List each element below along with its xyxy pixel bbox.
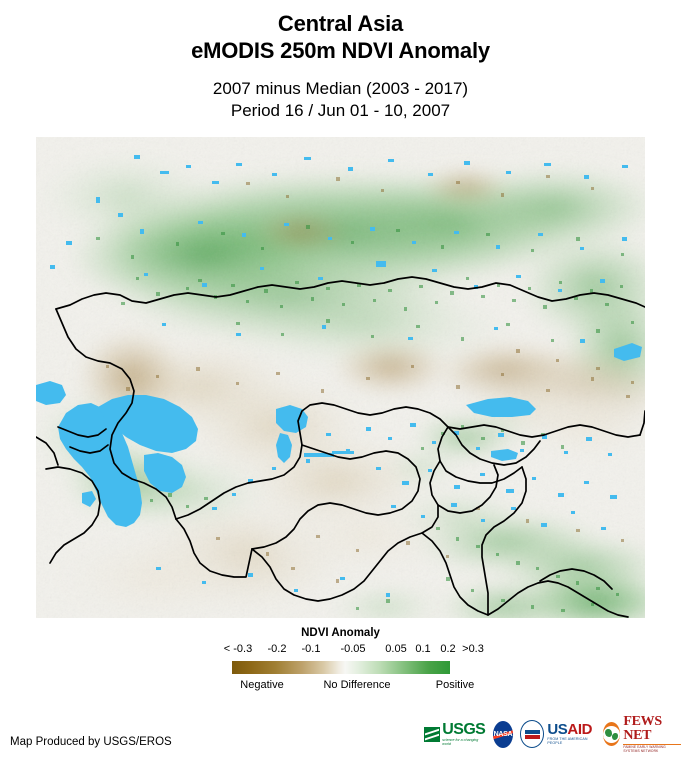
map-legend: NDVI Anomaly < -0.3 -0.2 -0.1 -0.05 0.05… — [0, 626, 681, 691]
rivers-and-reservoirs — [50, 155, 628, 343]
title-line-1: Central Asia — [277, 11, 404, 36]
subtitle-line-2: Period 16 / Jun 01 - 10, 2007 — [230, 101, 451, 120]
country-borders — [36, 276, 645, 618]
legend-tick-1: -0.2 — [267, 643, 287, 655]
legend-tick-0: < -0.3 — [223, 643, 253, 655]
border-caucasus — [57, 426, 107, 438]
fews-net-logo: FEWS NET FAMINE EARLY WARNING SYSTEMS NE… — [602, 714, 681, 753]
legend-tick-labels: < -0.3 -0.2 -0.1 -0.05 0.05 0.1 0.2 >0.3 — [0, 642, 681, 657]
usgs-wordmark: USGS — [442, 720, 486, 738]
border-kazakhstan-kyrgyzstan — [447, 424, 641, 438]
legend-title: NDVI Anomaly — [301, 627, 380, 639]
usaid-seal-blue-bar — [524, 729, 540, 734]
border-turkmenistan — [175, 518, 253, 578]
caspian-sea-north — [98, 395, 198, 453]
legend-category-no-difference: No Difference — [323, 679, 391, 691]
usaid-tagline: FROM THE AMERICAN PEOPLE — [547, 737, 588, 745]
legend-tick-3: -0.05 — [340, 643, 366, 655]
border-tajikistan — [429, 460, 499, 514]
usaid-word-us: US — [547, 721, 568, 739]
border-russia-kazakhstan — [55, 276, 645, 310]
black-sea — [36, 381, 66, 405]
page-subtitle: 2007 minus Median (2003 - 2017) Period 1… — [0, 78, 681, 122]
border-kyrgyzstan-south — [437, 426, 523, 484]
water-bodies — [36, 155, 642, 597]
nasa-wordmark: NASA — [493, 730, 513, 738]
legend-tick-6: 0.2 — [440, 643, 456, 655]
legend-tick-2: -0.1 — [301, 643, 321, 655]
usaid-word-aid: AID — [567, 721, 593, 739]
legend-category-negative: Negative — [240, 679, 284, 691]
subtitle-line-1: 2007 minus Median (2003 - 2017) — [212, 79, 469, 98]
border-afghanistan — [251, 504, 439, 602]
pixel-noise-coarse — [36, 137, 645, 618]
negative-anomaly-pixels — [106, 175, 634, 583]
border-kazakhstan-west — [55, 308, 177, 520]
fews-globe-icon — [602, 722, 621, 746]
page-title: Central Asia eMODIS 250m NDVI Anomaly — [0, 10, 681, 64]
lake-urmia — [82, 491, 96, 507]
fews-globe-inner — [603, 725, 620, 743]
border-afghanistan-pakistan — [421, 532, 489, 616]
usgs-wave-icon — [424, 726, 441, 742]
caspian-sea — [58, 403, 142, 527]
ndvi-anomaly-map — [36, 137, 645, 618]
aral-sea-west — [276, 433, 292, 463]
title-line-2: eMODIS 250m NDVI Anomaly — [191, 38, 490, 63]
usgs-logo: USGS science for a changing world — [424, 720, 486, 746]
border-china-north — [639, 410, 645, 436]
usgs-tagline: science for a changing world — [442, 737, 479, 746]
fews-divider — [623, 744, 681, 746]
map-canvas — [36, 137, 645, 618]
issyk-kul — [491, 449, 518, 461]
border-iran-west — [45, 466, 101, 564]
border-nepal — [539, 568, 613, 590]
legend-color-bar — [232, 661, 450, 674]
border-uzbekistan — [251, 444, 421, 550]
caspian-sea-kara-bogaz — [144, 453, 186, 493]
fews-tagline: FAMINE EARLY WARNING SYSTEMS NETWORK — [623, 745, 666, 753]
border-kazakhstan-uzbekistan — [175, 402, 449, 520]
usaid-logo: USAID FROM THE AMERICAN PEOPLE — [520, 720, 596, 748]
qinghai-lake — [614, 343, 642, 361]
tibetan-lakes — [286, 423, 617, 530]
map-credit: Map Produced by USGS/EROS — [10, 736, 172, 748]
partner-logos: USGS science for a changing world NASA U… — [424, 714, 681, 753]
fews-globe-landmass-1 — [605, 728, 612, 737]
border-china-india — [487, 580, 629, 618]
fews-wordmark: FEWS NET — [623, 714, 662, 744]
border-iran-iraq — [36, 436, 59, 466]
legend-tick-5: 0.1 — [415, 643, 431, 655]
fews-globe-landmass-2 — [612, 732, 618, 740]
usaid-seal-icon — [520, 720, 545, 748]
aral-sea-north — [276, 405, 308, 433]
legend-tick-4: 0.05 — [385, 643, 407, 655]
usaid-wordmark: USAID — [547, 722, 595, 737]
usaid-seal-red-bar — [524, 734, 540, 739]
legend-category-labels: Negative No Difference Positive — [0, 678, 681, 694]
border-china-west — [481, 466, 527, 616]
border-caucasus-south — [69, 444, 109, 454]
legend-tick-7: >0.3 — [462, 643, 484, 655]
legend-category-positive: Positive — [435, 679, 475, 691]
lake-balkhash — [466, 397, 536, 417]
nasa-logo: NASA — [492, 720, 513, 748]
border-kyrgyzstan — [447, 426, 541, 466]
amu-darya — [304, 453, 334, 457]
